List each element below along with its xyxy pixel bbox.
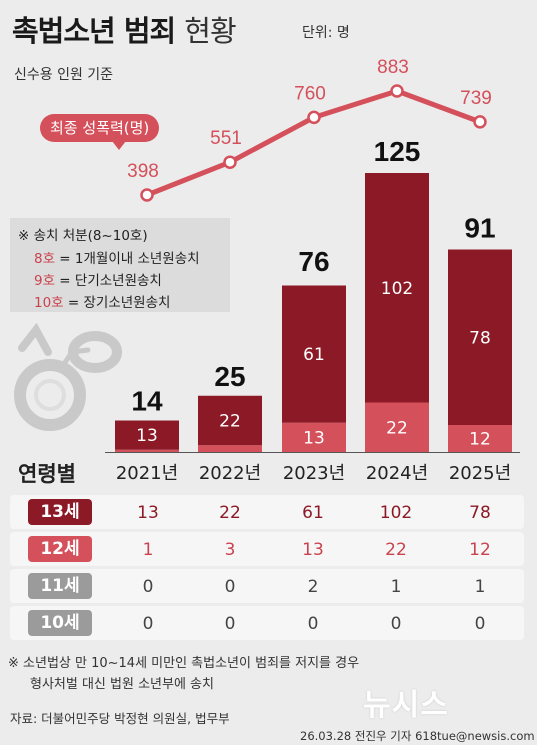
line-point (307, 110, 321, 125)
legend-code: 10호 (34, 295, 64, 311)
bar-total-label: 14 (131, 386, 163, 417)
segment-label-12: 13 (303, 428, 325, 448)
title-bold: 촉법소년 범죄 (12, 14, 176, 48)
line-point (473, 115, 487, 129)
newsis-logo: 뉴시스 (363, 688, 449, 723)
page-title: 촉법소년 범죄 현황 (12, 8, 237, 50)
legend-title: ※ 송치 처분(8~10호) (18, 228, 148, 244)
bar-segment-13 (282, 285, 346, 423)
x-tick-label: 2024년 (366, 463, 428, 484)
table-cell: 0 (474, 614, 486, 634)
bar-segment-12 (365, 402, 429, 452)
x-tick-label: 2021년 (116, 463, 178, 484)
age-tag: 10세 (28, 610, 92, 636)
legend-item-10: 10호 = 장기소년원송치 (34, 291, 170, 311)
segment-label-13: 78 (469, 328, 491, 348)
table-cell: 102 (379, 503, 413, 523)
bar-segment-12 (115, 449, 179, 452)
table-cell: 0 (390, 614, 402, 634)
title-light: 현황 (184, 14, 236, 48)
age-tag: 11세 (28, 573, 92, 599)
table-cell: 22 (219, 503, 241, 523)
table-cell: 13 (137, 503, 159, 523)
handcuffs-icon (14, 322, 122, 431)
segment-label-13: 22 (219, 412, 241, 432)
unit-label: 단위: 명 (302, 25, 350, 41)
legend-desc: = 1개월이내 소년원송치 (55, 251, 200, 267)
line-point (390, 84, 404, 98)
x-tick-label: 2023년 (283, 463, 345, 484)
age-table-title: 연령별 (18, 462, 76, 486)
line-value-label: 760 (294, 83, 326, 104)
table-cell: 78 (469, 503, 491, 523)
legend-code: 8호 (34, 251, 56, 267)
segment-label-13: 102 (381, 279, 413, 299)
table-cell: 3 (224, 540, 236, 560)
bars-group: 13 14 22 25 13 61 76 22 102 125 12 78 91 (115, 136, 512, 452)
table-cell: 0 (142, 614, 154, 634)
bar-segment-12 (448, 425, 512, 452)
legend-code: 9호 (34, 273, 56, 289)
segment-label-13: 13 (136, 426, 158, 446)
table-cell: 22 (385, 540, 407, 560)
table-cell: 0 (307, 614, 319, 634)
line-series: 398 551 760 883 739 (127, 57, 492, 202)
chart-canvas: 13 14 22 25 13 61 76 22 102 125 12 78 91 398 551 760 88… (14, 57, 520, 484)
footnote-line-2: 형사처벌 대신 법원 소년부에 송치 (30, 677, 214, 692)
bar-segment-12 (282, 422, 346, 452)
x-tick-label: 2025년 (449, 463, 511, 484)
bar-total-label: 76 (298, 246, 329, 277)
line-value-label: 883 (377, 57, 409, 78)
segment-label-12: 12 (469, 430, 491, 450)
table-cell: 0 (224, 577, 236, 597)
table-cell: 12 (469, 540, 491, 560)
table-cell: 61 (302, 503, 324, 523)
source-text: 자료: 더불어민주당 박정현 의원실, 법무부 (10, 711, 230, 726)
legend-desc: = 장기소년원송치 (63, 295, 171, 311)
disposition-legend: ※ 송치 처분(8~10호) 8호 = 1개월이내 소년원송치 9호 = 단기소… (10, 218, 230, 312)
basis-label: 신수용 인원 기준 (14, 67, 114, 83)
age-tag: 13세 (28, 499, 92, 525)
line-value-label: 551 (210, 128, 242, 149)
line-path (146, 88, 481, 198)
legend-item-9: 9호 = 단기소년원송치 (34, 269, 162, 289)
legend-item-8: 8호 = 1개월이내 소년원송치 (34, 247, 200, 267)
line-point (223, 155, 237, 169)
age-row-11: 11세 0 0 2 1 1 (10, 569, 524, 603)
bar-segment-13 (198, 395, 262, 446)
table-cell: 1 (474, 577, 486, 597)
bar-segment-12 (198, 445, 262, 452)
table-cell: 1 (390, 577, 402, 597)
line-series-label: 최종 성폭력(명) (40, 114, 160, 150)
segment-label-12: 22 (386, 418, 408, 438)
line-point (140, 188, 154, 202)
bar-segment-13 (115, 420, 179, 450)
line-value-label: 739 (460, 88, 492, 109)
age-row-13: 13세 13 22 61 102 78 (10, 495, 524, 529)
bar-total-label: 25 (214, 361, 245, 392)
age-row-12: 12세 1 3 13 22 12 (10, 532, 524, 566)
x-axis: 2021년 2022년 2023년 2024년 2025년 (105, 452, 520, 484)
age-tag: 12세 (28, 536, 92, 562)
line-value-label: 398 (127, 161, 159, 182)
bar-total-label: 125 (374, 136, 421, 167)
table-cell: 13 (302, 540, 324, 560)
footnote-line-1: ※ 소년법상 만 10~14세 미만인 촉법소년이 범죄를 저지를 경우 (8, 656, 360, 671)
table-cell: 2 (307, 577, 319, 597)
bar-total-label: 91 (464, 212, 495, 243)
x-tick-label: 2022년 (199, 463, 261, 484)
legend-desc: = 단기소년원송치 (55, 273, 162, 289)
bar-segment-13 (365, 173, 429, 403)
bar-segment-13 (448, 249, 512, 425)
segment-label-13: 61 (303, 345, 325, 365)
table-cell: 0 (224, 614, 236, 634)
age-row-10: 10세 0 0 0 0 0 (10, 606, 524, 640)
table-cell: 1 (142, 540, 154, 560)
table-cell: 0 (142, 577, 154, 597)
credit-text: 26.03.28 전진우 기자 618tue@newsis.com (300, 729, 535, 743)
